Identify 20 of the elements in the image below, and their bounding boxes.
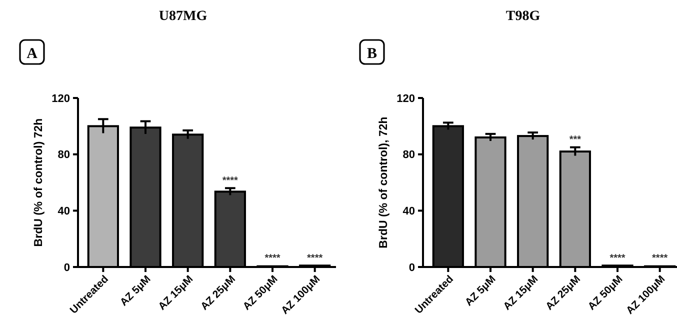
annotation: ***	[569, 134, 582, 146]
chart-title: T98G	[506, 9, 540, 24]
annotation: ****	[264, 252, 280, 264]
y-tick-label: 0	[64, 262, 70, 274]
y-axis-title: BrdU (% of control) 72h	[33, 118, 45, 247]
chart-title: U87MG	[158, 9, 208, 24]
y-tick-label: 40	[58, 206, 70, 218]
y-tick-label: 120	[396, 92, 415, 105]
y-tick-label: 120	[52, 92, 70, 105]
text: B	[366, 46, 378, 62]
y-tick-label: 80	[58, 149, 70, 162]
annotation: ****	[307, 252, 323, 264]
y-tick-label: 80	[402, 149, 415, 162]
text: A	[26, 46, 38, 62]
y-tick-label: 0	[408, 262, 415, 274]
annotation: ****	[610, 252, 626, 264]
annotation: ****	[222, 175, 238, 186]
y-axis-title: BrdU (% of control), 72h	[378, 116, 390, 248]
annotation: ****	[652, 252, 668, 264]
y-tick-label: 40	[402, 206, 415, 218]
